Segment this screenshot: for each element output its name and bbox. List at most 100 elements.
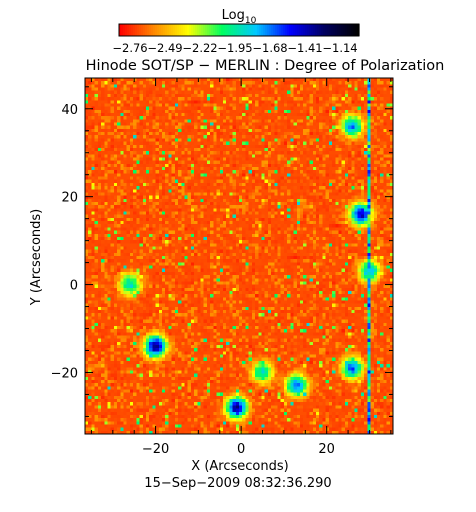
colorbar-segment (181, 24, 184, 36)
colorbar-segment (241, 24, 244, 36)
colorbar-segment (205, 24, 208, 36)
colorbar-segment (187, 24, 190, 36)
x-tick-label: 0 (237, 442, 245, 457)
colorbar-segment (189, 24, 192, 36)
colorbar-segment (207, 24, 210, 36)
colorbar-segment (213, 24, 216, 36)
colorbar-label: Log10 (222, 8, 257, 26)
colorbar-segment (175, 24, 178, 36)
colorbar-segment (203, 24, 206, 36)
colorbar-segment (355, 24, 358, 36)
colorbar-segment (233, 24, 236, 36)
colorbar-segment (179, 24, 182, 36)
colorbar-segment (177, 24, 180, 36)
axes: −20 0 20 40 20 0 −20 (51, 78, 393, 457)
colorbar-tick-label: −2.76 (112, 41, 147, 55)
colorbar-segment (345, 24, 348, 36)
colorbar-segment (325, 24, 328, 36)
colorbar-segment (297, 24, 300, 36)
colorbar (119, 24, 360, 36)
colorbar-segment (125, 24, 128, 36)
colorbar-segment (301, 24, 304, 36)
colorbar-segment (131, 24, 134, 36)
colorbar-segment (249, 24, 252, 36)
colorbar-segment (143, 24, 146, 36)
heatmap-image (85, 78, 393, 434)
colorbar-segment (193, 24, 196, 36)
colorbar-segment (311, 24, 314, 36)
colorbar-segment (229, 24, 232, 36)
colorbar-segment (279, 24, 282, 36)
colorbar-segment (231, 24, 234, 36)
colorbar-segment (287, 24, 290, 36)
colorbar-segment (161, 24, 164, 36)
colorbar-segment (251, 24, 254, 36)
y-tick-label: 40 (61, 103, 78, 118)
colorbar-segment (199, 24, 202, 36)
colorbar-segment (239, 24, 242, 36)
y-axis-label: Y (Arcseconds) (29, 209, 44, 306)
colorbar-segment (141, 24, 144, 36)
colorbar-segment (347, 24, 350, 36)
colorbar-segment (267, 24, 270, 36)
colorbar-segment (163, 24, 166, 36)
colorbar-segment (305, 24, 308, 36)
colorbar-segment (237, 24, 240, 36)
colorbar-segment (139, 24, 142, 36)
colorbar-segment (283, 24, 286, 36)
colorbar-segment (265, 24, 268, 36)
colorbar-segment (151, 24, 154, 36)
colorbar-segment (307, 24, 310, 36)
colorbar-segment (159, 24, 162, 36)
colorbar-segment (247, 24, 250, 36)
colorbar-segment (289, 24, 292, 36)
colorbar-segment (353, 24, 356, 36)
colorbar-segment (351, 24, 354, 36)
colorbar-segment (271, 24, 274, 36)
colorbar-segment (211, 24, 214, 36)
colorbar-segment (281, 24, 284, 36)
colorbar-segment (123, 24, 126, 36)
colorbar-segment (243, 24, 246, 36)
colorbar-segment (227, 24, 230, 36)
colorbar-tick-label: −1.41 (287, 41, 322, 55)
colorbar-segment (145, 24, 148, 36)
colorbar-segment (291, 24, 294, 36)
colorbar-segment (219, 24, 222, 36)
colorbar-segment (223, 24, 226, 36)
colorbar-segment (335, 24, 338, 36)
colorbar-segment (255, 24, 258, 36)
colorbar-segment (357, 24, 360, 36)
colorbar-segment (309, 24, 312, 36)
colorbar-segment (127, 24, 130, 36)
colorbar-frame (118, 23, 360, 37)
colorbar-segment (197, 24, 200, 36)
colorbar-segment (137, 24, 140, 36)
colorbar-segment (341, 24, 344, 36)
colorbar-segment (167, 24, 170, 36)
colorbar-ticks: −2.76 −2.49 −2.22 −1.95 −1.68 −1.41 −1.14 (112, 41, 357, 55)
colorbar-segment (235, 24, 238, 36)
colorbar-segment (225, 24, 228, 36)
colorbar-segment (319, 24, 322, 36)
colorbar-segment (221, 24, 224, 36)
colorbar-segment (119, 24, 122, 36)
colorbar-segment (315, 24, 318, 36)
colorbar-segment (333, 24, 336, 36)
colorbar-segment (327, 24, 330, 36)
colorbar-segment (331, 24, 334, 36)
colorbar-segment (169, 24, 172, 36)
colorbar-segment (121, 24, 124, 36)
y-tick-label: 0 (70, 279, 78, 294)
colorbar-segment (275, 24, 278, 36)
x-tick-label: 20 (318, 442, 335, 457)
colorbar-segment (277, 24, 280, 36)
colorbar-segment (299, 24, 302, 36)
colorbar-segment (263, 24, 266, 36)
plot-frame (84, 77, 394, 435)
colorbar-segment (337, 24, 340, 36)
chart-title: Hinode SOT/SP − MERLIN : Degree of Polar… (86, 58, 445, 74)
colorbar-tick-label: −2.49 (147, 41, 182, 55)
colorbar-segment (293, 24, 296, 36)
